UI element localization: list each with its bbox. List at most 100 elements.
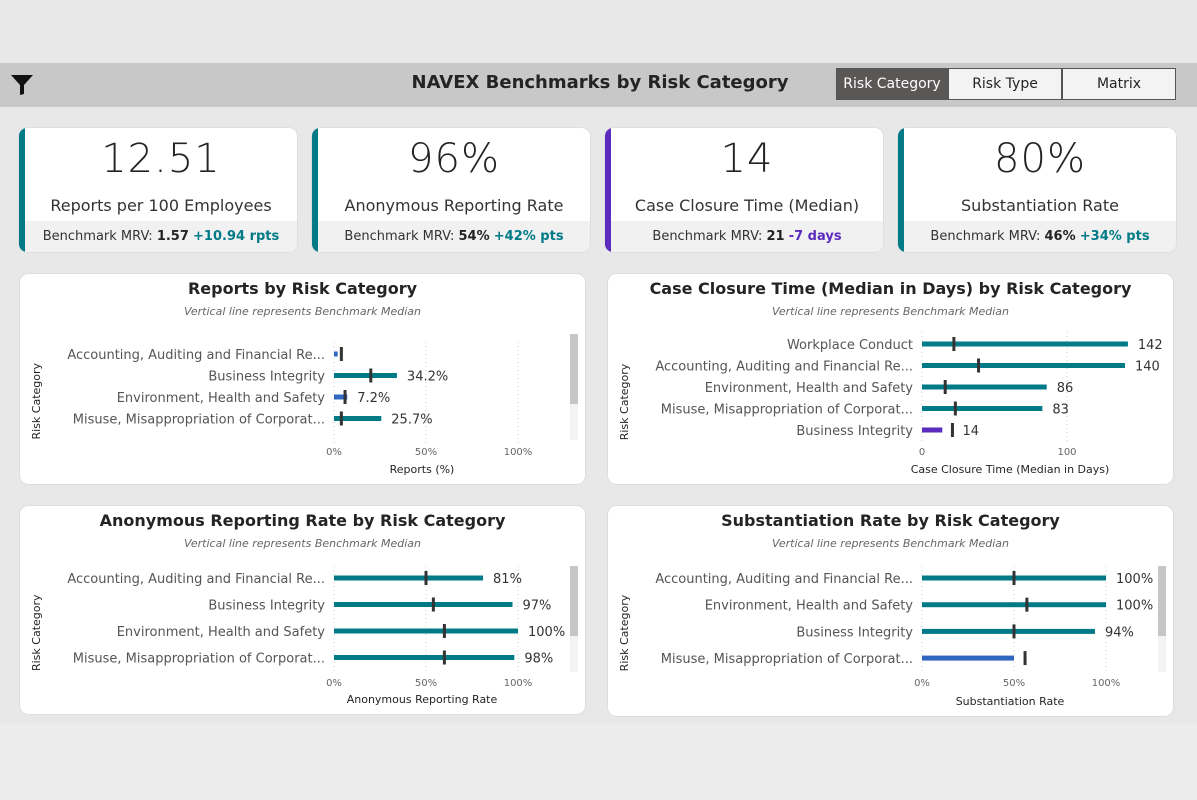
bar[interactable] (334, 575, 484, 581)
kpi-card: 96% Anonymous Reporting Rate Benchmark M… (312, 128, 590, 252)
x-tick-label: 100% (504, 447, 533, 458)
benchmark-marker (953, 401, 957, 416)
benchmark-value: 46% (1044, 229, 1076, 244)
x-axis-label: Reports (%) (390, 463, 455, 476)
benchmark-prefix: Benchmark MRV: (344, 229, 455, 244)
bar[interactable] (334, 602, 513, 607)
benchmark-marker (977, 358, 981, 373)
bar[interactable] (334, 373, 397, 378)
page-title: NAVEX Benchmarks by Risk Category (411, 72, 789, 93)
data-label: 142 (1138, 338, 1163, 353)
data-label: 100% (1116, 599, 1153, 614)
benchmark-delta: +10.94 rpts (193, 229, 280, 244)
scrollbar-thumb[interactable] (570, 334, 578, 404)
kpi-accent-bar (605, 128, 611, 252)
kpi-value: 96% (408, 136, 500, 182)
kpi-accent-bar (19, 128, 25, 252)
chart-title: Substantiation Rate by Risk Category (721, 511, 1060, 530)
kpi-benchmark: Benchmark MRV: 54% +42% pts (318, 221, 590, 252)
closure-chart-card: Case Closure Time (Median in Days) by Ri… (608, 274, 1173, 484)
benchmark-marker (1012, 571, 1016, 585)
kpi-benchmark: Benchmark MRV: 1.57 +10.94 rpts (25, 221, 297, 252)
bar[interactable] (334, 416, 382, 421)
kpi-card: 80% Substantiation Rate Benchmark MRV: 4… (898, 128, 1176, 252)
benchmark-marker (442, 624, 446, 638)
tab-matrix[interactable]: Matrix (1062, 68, 1176, 100)
benchmark-marker (1025, 597, 1029, 612)
anonymous-chart: 0% 50% 100% Anonymous Reporting Rate Risk Ca… (30, 566, 578, 706)
chart-subtitle: Vertical line represents Benchmark Media… (772, 305, 1009, 318)
bar[interactable] (922, 655, 1014, 661)
kpi-card: 14 Case Closure Time (Median) Benchmark … (605, 128, 883, 252)
data-label: 14 (962, 424, 979, 439)
bar[interactable] (922, 363, 1125, 368)
x-tick-label: 50% (415, 447, 437, 458)
reports-chart-card: Reports by Risk Category Vertical line r… (20, 274, 585, 484)
benchmark-prefix: Benchmark MRV: (42, 229, 153, 244)
x-tick-label: 50% (1003, 678, 1025, 689)
category-label: Business Integrity (796, 424, 913, 439)
x-tick-label: 100% (1092, 678, 1121, 689)
kpi-label: Reports per 100 Employees (50, 196, 272, 215)
benchmark-marker (424, 571, 428, 585)
bar[interactable] (334, 351, 338, 357)
bar[interactable] (922, 384, 1047, 390)
x-tick-label: 0% (326, 447, 342, 458)
category-label: Misuse, Misappropriation of Corporat... (73, 413, 325, 428)
data-label: 94% (1105, 625, 1134, 640)
x-tick-label: 0% (326, 678, 342, 689)
chart-title: Case Closure Time (Median in Days) by Ri… (649, 279, 1132, 298)
benchmark-marker (369, 368, 373, 383)
kpi-benchmark: Benchmark MRV: 21 -7 days (611, 221, 883, 252)
benchmark-value: 1.57 (156, 229, 189, 244)
substantiation-chart-card: Substantiation Rate by Risk Category Ver… (608, 506, 1173, 716)
filter-icon[interactable] (10, 74, 34, 96)
report-header: NAVEX Benchmarks by Risk Category Risk C… (0, 63, 1197, 107)
category-label: Business Integrity (208, 599, 325, 614)
bar[interactable] (334, 655, 515, 660)
bar[interactable] (922, 427, 943, 433)
bar[interactable] (922, 628, 1095, 634)
category-label: Accounting, Auditing and Financial Re... (67, 348, 325, 363)
benchmark-marker (442, 650, 446, 665)
page-background (0, 724, 1197, 800)
kpi-label: Substantiation Rate (961, 196, 1119, 215)
category-label: Misuse, Misappropriation of Corporat... (661, 652, 913, 667)
benchmark-marker (952, 337, 956, 351)
kpi-value: 14 (720, 136, 774, 182)
bar[interactable] (334, 628, 518, 634)
bar[interactable] (922, 602, 1106, 608)
chart-title: Anonymous Reporting Rate by Risk Categor… (99, 511, 506, 530)
kpi-value: 12.51 (101, 136, 221, 182)
scrollbar-thumb[interactable] (570, 566, 578, 636)
chart-title: Reports by Risk Category (187, 279, 418, 298)
category-label: Accounting, Auditing and Financial Re... (67, 572, 325, 587)
category-label: Misuse, Misappropriation of Corporat... (73, 652, 325, 667)
data-label: 81% (493, 572, 522, 587)
x-tick-label: 50% (415, 678, 437, 689)
data-label: 7.2% (357, 391, 390, 406)
x-axis-label: Anonymous Reporting Rate (347, 693, 498, 706)
x-axis-label: Case Closure Time (Median in Days) (911, 463, 1110, 476)
data-label: 100% (528, 625, 565, 640)
x-tick-label: 100% (504, 678, 533, 689)
benchmark-marker (950, 423, 954, 437)
kpi-accent-bar (312, 128, 318, 252)
bar[interactable] (922, 341, 1128, 347)
tab-risk-category[interactable]: Risk Category (836, 68, 948, 100)
y-axis-label: Risk Category (30, 362, 43, 439)
y-axis-label: Risk Category (618, 594, 631, 671)
category-label: Accounting, Auditing and Financial Re... (655, 360, 913, 375)
data-label: 98% (524, 652, 553, 667)
benchmark-marker (1023, 651, 1027, 666)
reports-chart: 0% 50% 100% Reports (%) Risk Category Account… (30, 334, 578, 476)
bar[interactable] (922, 406, 1043, 411)
chart-subtitle: Vertical line represents Benchmark Media… (184, 305, 421, 318)
benchmark-delta: +34% pts (1079, 229, 1150, 244)
category-label: Accounting, Auditing and Financial Re... (655, 572, 913, 587)
bar[interactable] (334, 394, 348, 400)
tab-risk-type[interactable]: Risk Type (948, 68, 1062, 100)
data-label: 86 (1057, 381, 1074, 396)
scrollbar-thumb[interactable] (1158, 566, 1166, 636)
data-label: 83 (1052, 403, 1069, 418)
